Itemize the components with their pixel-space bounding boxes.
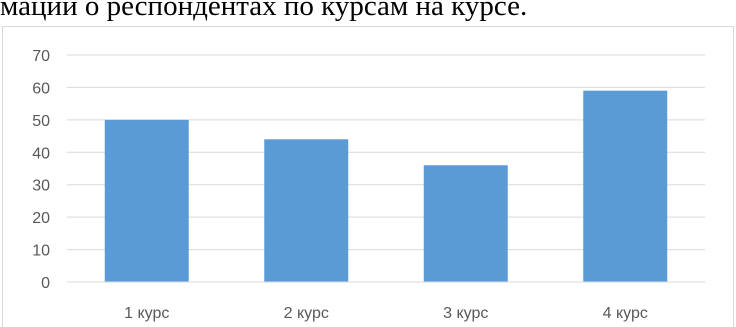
y-tick-label: 70	[32, 48, 50, 65]
x-axis-tick-labels: 1 курс 2 курс 3 курс 4 курс	[124, 305, 648, 322]
x-tick-label: 4 курс	[603, 305, 648, 322]
x-tick-label: 3 курс	[443, 305, 488, 322]
y-axis-tick-labels: 0 10 20 30 40 50 60 70	[32, 48, 50, 292]
x-tick-label: 2 курс	[284, 305, 329, 322]
x-tick-label: 1 курс	[124, 305, 169, 322]
y-tick-label: 0	[41, 275, 50, 292]
y-tick-label: 30	[32, 178, 50, 195]
y-tick-label: 40	[32, 145, 50, 162]
bar-2	[264, 139, 349, 282]
bar-3	[423, 165, 508, 282]
chart-frame	[2, 26, 734, 327]
y-tick-label: 50	[32, 113, 50, 130]
heading-text: мации о респондентах по курсам на курсе.	[0, 0, 528, 22]
bars	[104, 90, 668, 283]
bar-1	[104, 119, 189, 282]
bar-4	[583, 90, 668, 283]
y-tick-label: 10	[32, 243, 50, 260]
y-tick-label: 60	[32, 80, 50, 97]
y-tick-label: 20	[32, 210, 50, 227]
